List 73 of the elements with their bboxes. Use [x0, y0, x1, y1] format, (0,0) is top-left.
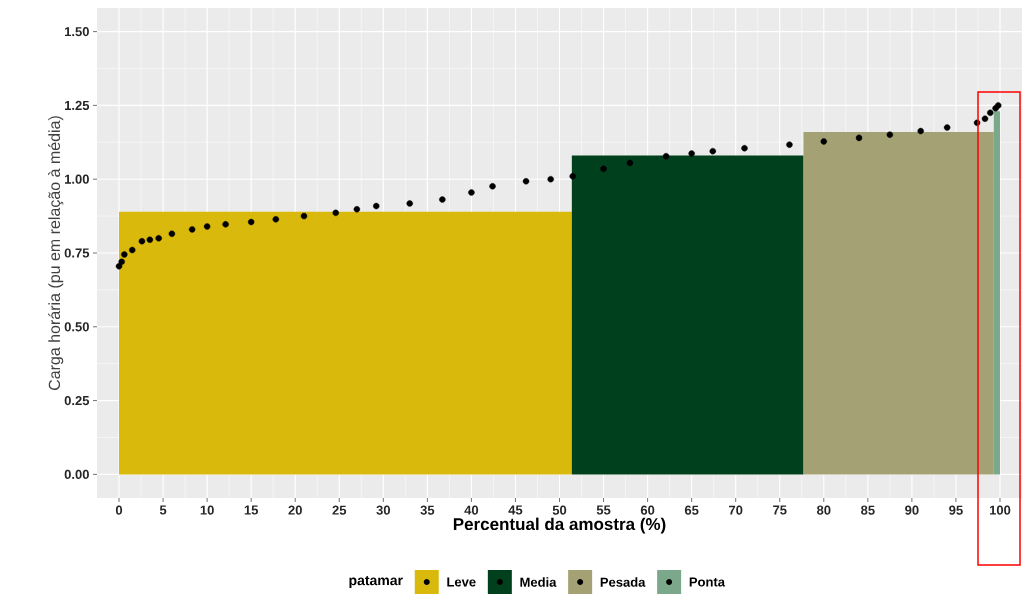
point — [118, 258, 125, 266]
x-tick-label: 85 — [861, 505, 875, 515]
point — [406, 200, 413, 207]
point — [943, 124, 951, 131]
x-tick-label: 60 — [640, 505, 655, 515]
point — [468, 189, 475, 196]
x-tick-label: 90 — [905, 505, 919, 515]
y-axis-title: Carga horária (pu em relação à média) — [48, 116, 64, 391]
legend-label: Leve — [447, 577, 476, 587]
point — [203, 223, 211, 230]
legend-label: Media — [520, 577, 557, 587]
point — [917, 127, 924, 135]
x-tick-label: 65 — [684, 505, 699, 515]
point — [522, 178, 530, 185]
point — [188, 226, 196, 233]
x-tick-label: 20 — [288, 505, 302, 515]
point — [332, 209, 339, 217]
y-tick-label: 1.00 — [64, 174, 89, 184]
x-tick-label: 35 — [420, 505, 435, 515]
point — [300, 212, 308, 220]
legend-label: Ponta — [689, 577, 726, 587]
point — [247, 218, 255, 226]
x-tick-label: 25 — [332, 505, 347, 515]
point — [146, 236, 154, 243]
x-tick-label: 0 — [115, 505, 123, 515]
x-tick-label: 70 — [729, 505, 743, 515]
point — [373, 202, 380, 210]
legend-label: Pesada — [600, 577, 646, 587]
x-axis-title: Percentual da amostra (%) — [453, 517, 666, 534]
point — [626, 159, 634, 167]
point — [155, 235, 162, 242]
x-tick-label: 55 — [596, 505, 611, 515]
point — [439, 196, 446, 203]
point — [129, 246, 136, 254]
point — [272, 216, 280, 223]
point — [688, 150, 695, 157]
point — [820, 138, 827, 145]
point — [222, 221, 229, 228]
point — [987, 109, 994, 116]
point — [600, 165, 607, 173]
point — [121, 251, 128, 258]
point — [138, 237, 146, 245]
point — [741, 145, 748, 152]
x-tick-label: 80 — [816, 505, 831, 515]
point — [353, 206, 361, 213]
point — [709, 147, 716, 155]
y-tick-label: 0.25 — [64, 395, 90, 406]
x-tick-label: 45 — [508, 505, 523, 515]
point — [168, 230, 176, 238]
point — [489, 183, 496, 190]
y-tick-label: 0.75 — [64, 248, 90, 258]
point — [995, 102, 1002, 109]
y-tick-label: 1.50 — [64, 27, 89, 37]
x-tick-label: 75 — [773, 505, 787, 515]
point — [569, 173, 576, 180]
y-tick-label: 0.00 — [64, 469, 89, 479]
y-tick-label: 1.25 — [64, 100, 90, 111]
x-tick-label: 15 — [244, 505, 259, 515]
x-tick-label: 100 — [989, 505, 1011, 515]
x-tick-label: 95 — [949, 505, 963, 515]
x-tick-label: 30 — [376, 505, 391, 515]
x-tick-label: 10 — [200, 505, 214, 515]
x-tick-label: 50 — [552, 505, 567, 515]
x-tick-label: 40 — [464, 505, 479, 515]
point — [886, 131, 894, 138]
point — [855, 134, 863, 142]
point — [547, 176, 554, 183]
y-tick-label: 0.50 — [64, 322, 89, 332]
point — [662, 152, 670, 160]
legend-title: patamar — [349, 575, 403, 589]
point — [786, 141, 793, 148]
x-tick-label: 5 — [159, 505, 167, 515]
point — [981, 115, 989, 122]
